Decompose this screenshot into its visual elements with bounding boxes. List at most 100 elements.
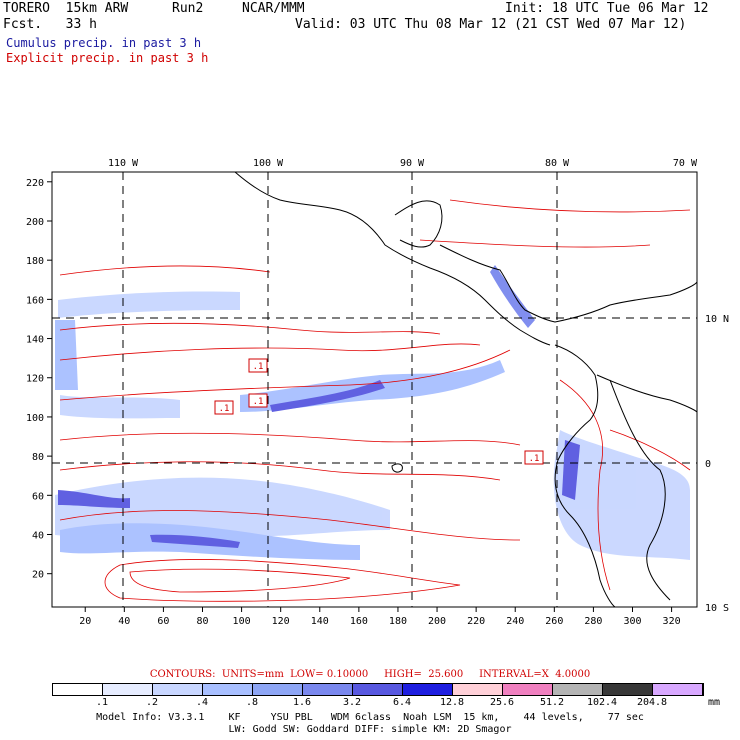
y-tick-label: 200: [26, 217, 44, 228]
colorbar-swatch: [153, 684, 203, 695]
border-south-america: [596, 374, 697, 413]
contour-label: .1: [253, 362, 264, 372]
contour-sa-west: [559, 379, 611, 591]
colorbar-label: .1: [95, 697, 109, 708]
latitude-label: 0: [705, 459, 711, 470]
precip-south-america-core: [562, 440, 580, 500]
longitude-label: 90 W: [400, 158, 425, 169]
colorbar-label: 12.8: [439, 697, 465, 708]
x-tick-label: 220: [467, 616, 485, 627]
contour-sa-east: [609, 429, 691, 471]
model-title: TORERO 15km ARW: [3, 1, 129, 16]
latitude-labels: 10 N 0 10 S: [705, 314, 729, 614]
colorbar-swatch: [253, 684, 303, 695]
x-tick-label: 260: [545, 616, 563, 627]
physics-info: LW: Godd SW: Goddard DIFF: simple KM: 2D…: [228, 724, 512, 735]
colorbar-swatch: [603, 684, 653, 695]
longitude-label: 110 W: [108, 158, 139, 169]
contour-caribbean-2: [419, 239, 651, 248]
coastline-south-america: [554, 344, 616, 607]
init-time: Init: 18 UTC Tue 06 Mar 12: [505, 1, 709, 16]
colorbar-swatch: [203, 684, 253, 695]
colorbar-swatch: [403, 684, 453, 695]
colorbar-label: 6.4: [392, 697, 412, 708]
precip-band-south: [55, 477, 390, 537]
precip-central-america: [490, 265, 535, 328]
x-tick-label: 20: [79, 616, 91, 627]
forecast-hour: Fcst. 33 h: [3, 17, 97, 32]
colorbar-label: 3.2: [342, 697, 362, 708]
colorbar-label: 204.8: [636, 697, 668, 708]
precip-band-south-core: [58, 490, 130, 508]
y-tick-label: 220: [26, 178, 44, 189]
x-tick-label: 280: [584, 616, 602, 627]
cumulus-shading: [55, 265, 690, 560]
x-tick-label: 40: [118, 616, 130, 627]
colorbar-label: .4: [195, 697, 209, 708]
coastlines: [234, 172, 697, 607]
colorbar-label: 51.2: [539, 697, 565, 708]
longitude-labels: 110 W 100 W 90 W 80 W 70 W: [108, 158, 698, 169]
precip-band-nw: [58, 291, 240, 318]
y-tick-label: 40: [32, 531, 44, 542]
contour-band-f: [59, 322, 441, 335]
longitude-label: 100 W: [253, 158, 284, 169]
colorbar-labels: .1 .2 .4 .8 1.6 3.2 6.4 12.8 25.6 51.2 102.4 204.8: [52, 697, 702, 709]
colorbar-label: .8: [245, 697, 259, 708]
precip-band-itcz-west: [60, 395, 180, 419]
explicit-legend: Explicit precip. in past 3 h: [6, 51, 209, 65]
y-tick-label: 80: [32, 452, 44, 463]
precip-band-itcz-core: [270, 380, 385, 412]
y-tick-label: 120: [26, 374, 44, 385]
valid-time: Valid: 03 UTC Thu 08 Mar 12 (21 CST Wed …: [295, 17, 687, 32]
colorbar-unit: mm: [707, 697, 721, 708]
contour-label-box: [524, 450, 544, 465]
colorbar-label: 25.6: [489, 697, 515, 708]
x-tick-label: 120: [272, 616, 290, 627]
contour-label: .1: [529, 454, 540, 464]
contour-label: .1: [219, 404, 230, 414]
org-label: NCAR/MMM: [242, 1, 305, 16]
contour-band-e: [59, 343, 481, 361]
contour-caribbean: [449, 199, 691, 213]
explicit-contours: [59, 199, 691, 602]
galapagos: [391, 463, 403, 473]
contour-label-boxes: [214, 358, 544, 465]
contour-south-dense-inner: [129, 568, 351, 593]
colorbar-swatch: [303, 684, 353, 695]
y-axis-ticks: 20 40 60 80 100 120 140 160 180 200 220: [26, 178, 52, 581]
colorbar-swatch: [53, 684, 103, 695]
x-tick-label: 80: [196, 616, 208, 627]
contour-band-g: [59, 265, 271, 276]
run-label: Run2: [172, 1, 204, 16]
x-axis-ticks: 20 40 60 80 100 120 140 160 180 200 220 240 260 280 30…: [79, 607, 681, 627]
coastline-central-america-east: [439, 244, 697, 323]
x-tick-label: 320: [663, 616, 681, 627]
cumulus-legend: Cumulus precip. in past 3 h: [6, 36, 202, 50]
contour-label-box: [214, 400, 234, 415]
contour-band-a: [59, 510, 521, 541]
y-tick-label: 180: [26, 256, 44, 267]
y-tick-label: 100: [26, 413, 44, 424]
x-tick-label: 100: [233, 616, 251, 627]
x-tick-label: 240: [506, 616, 524, 627]
contour-band-c: [59, 432, 521, 446]
x-tick-label: 60: [157, 616, 169, 627]
border-andes: [609, 379, 671, 601]
colorbar-label: 1.6: [292, 697, 312, 708]
colorbar: [52, 683, 704, 696]
colorbar-swatch: [453, 684, 503, 695]
contour-band-d: [59, 349, 511, 401]
x-tick-label: 300: [623, 616, 641, 627]
x-tick-label: 140: [311, 616, 329, 627]
latitude-label: 10 S: [705, 603, 729, 614]
x-tick-label: 180: [389, 616, 407, 627]
model-info: Model Info: V3.3.1 KF YSU PBL WDM 6class…: [96, 712, 644, 723]
latlon-grid: [52, 172, 697, 607]
contour-label: .1: [253, 397, 264, 407]
colorbar-swatch: [353, 684, 403, 695]
coastline-yucatan: [394, 200, 443, 248]
x-tick-label: 160: [350, 616, 368, 627]
precip-band-south2-core: [150, 534, 240, 548]
